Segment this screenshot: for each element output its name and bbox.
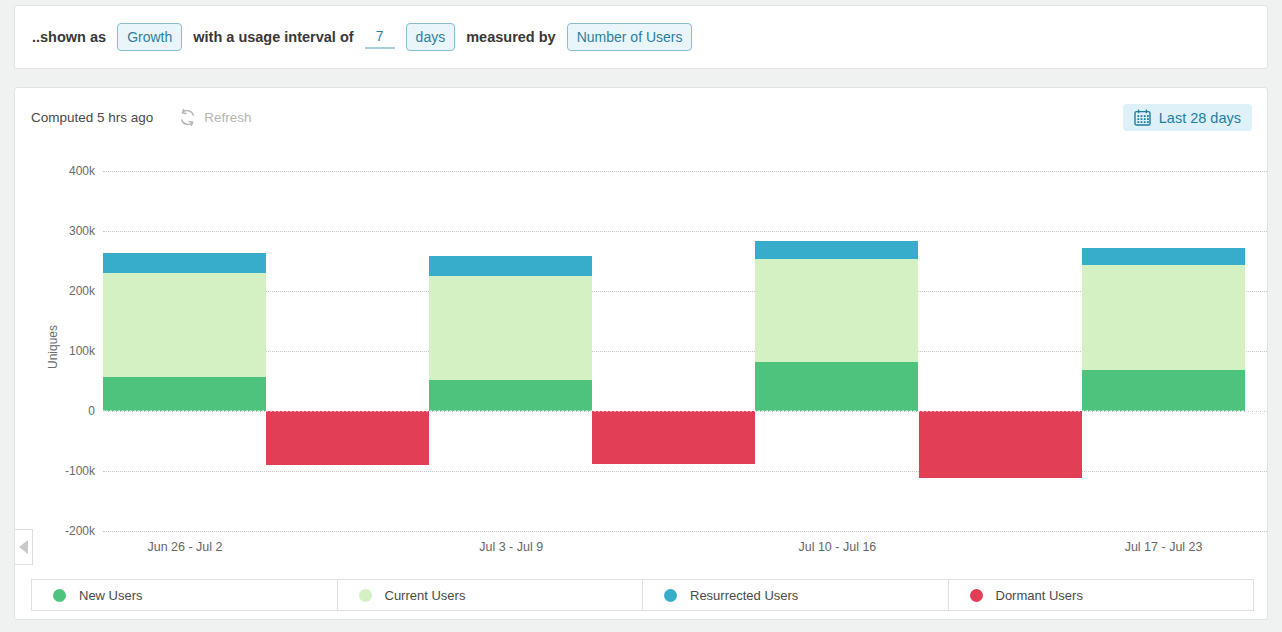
legend-label: Dormant Users [996,588,1083,603]
x-axis-label: Jul 10 - Jul 16 [755,540,919,554]
measured-by-label: measured by [466,29,555,45]
chevron-left-icon [19,540,28,554]
bar-segment-new-users-3[interactable] [1082,370,1245,411]
bar-segment-resurrected-users-1[interactable] [429,256,592,276]
zero-gridline [103,410,1267,412]
y-axis-tick-label: 100k [51,344,95,358]
bar-segment-current-users-2[interactable] [755,259,918,362]
bar-segment-new-users-1[interactable] [429,380,592,411]
legend-dot-dormant-users [970,589,983,602]
gridline [103,471,1267,472]
bar-segment-new-users-2[interactable] [755,362,918,411]
chart-legend: New Users Current Users Resurrected Users D… [31,579,1254,611]
gridline [103,171,1267,172]
bar-segment-current-users-0[interactable] [103,273,266,377]
legend-label: Current Users [385,588,466,603]
gridline [103,231,1267,232]
y-axis-tick-label: -200k [51,524,95,538]
filter-bar: ..shown as Growth with a usage interval … [14,5,1268,69]
bar-segment-resurrected-users-2[interactable] [755,241,918,259]
shown-as-label: ..shown as [32,29,106,45]
bar-segment-current-users-1[interactable] [429,276,592,380]
growth-chart: Uniques 400k300k200k100k0-100k-200kJun 2… [15,88,1269,621]
interval-unit-selector[interactable]: days [406,23,456,51]
bar-segment-resurrected-users-3[interactable] [1082,248,1245,265]
legend-dot-new-users [53,589,66,602]
x-axis-label: Jul 17 - Jul 23 [1082,540,1246,554]
y-axis-tick-label: 200k [51,284,95,298]
chart-card: Computed 5 hrs ago Refresh Last 28 days [14,87,1268,620]
y-axis-tick-label: 400k [51,164,95,178]
bar-segment-dormant-users-2[interactable] [919,411,1082,478]
legend-item-dormant-users[interactable]: Dormant Users [949,580,1254,610]
bar-segment-new-users-0[interactable] [103,377,266,411]
y-axis-tick-label: -100k [51,464,95,478]
bar-segment-dormant-users-0[interactable] [266,411,429,465]
x-axis-label: Jun 26 - Jul 2 [103,540,267,554]
interval-label: with a usage interval of [193,29,353,45]
bar-segment-dormant-users-1[interactable] [592,411,755,464]
measured-by-selector[interactable]: Number of Users [567,23,693,51]
legend-dot-resurrected-users [664,589,677,602]
legend-label: New Users [79,588,143,603]
gridline [103,531,1267,532]
shown-as-selector[interactable]: Growth [117,23,182,51]
legend-item-current-users[interactable]: Current Users [338,580,644,610]
legend-dot-current-users [359,589,372,602]
chart-scroll-left-button[interactable] [15,529,33,565]
legend-label: Resurrected Users [690,588,798,603]
y-axis-tick-label: 0 [51,404,95,418]
bar-segment-current-users-3[interactable] [1082,265,1245,370]
bar-segment-resurrected-users-0[interactable] [103,253,266,273]
y-axis-tick-label: 300k [51,224,95,238]
legend-item-resurrected-users[interactable]: Resurrected Users [643,580,949,610]
legend-item-new-users[interactable]: New Users [32,580,338,610]
x-axis-label: Jul 3 - Jul 9 [429,540,593,554]
interval-input[interactable] [365,26,395,49]
